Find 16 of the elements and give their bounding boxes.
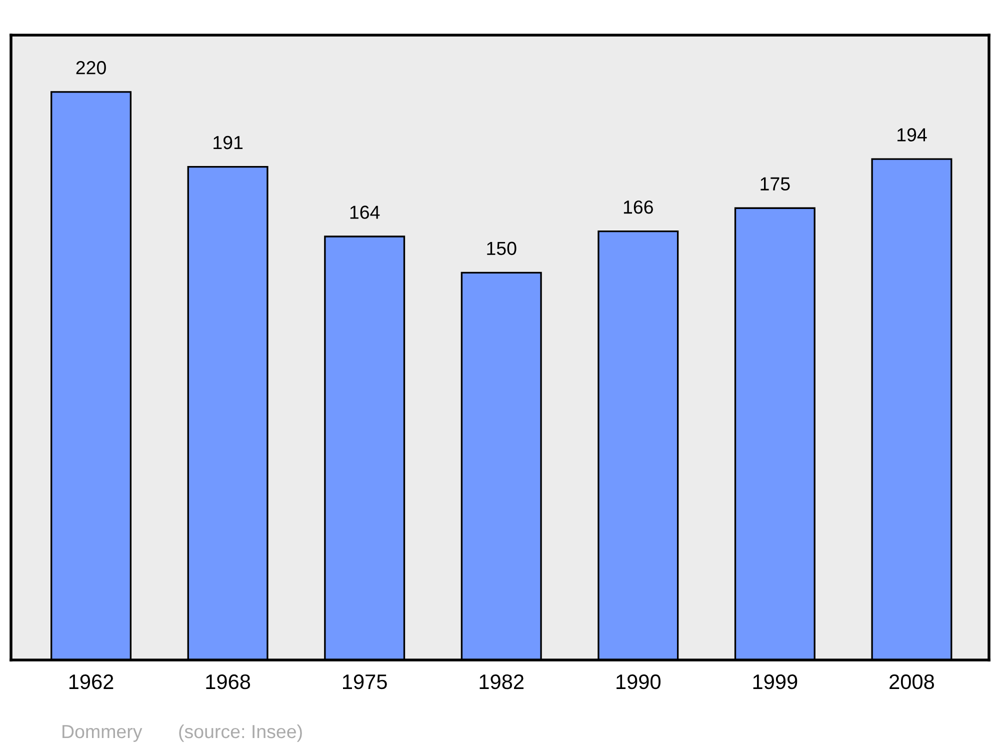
x-tick-label: 2008 — [890, 674, 934, 690]
data-label: 194 — [898, 128, 927, 142]
data-label: 175 — [760, 177, 790, 191]
data-label: 220 — [76, 61, 106, 74]
x-tick-label: 1999 — [753, 674, 798, 690]
text: (source: Insee) — [179, 724, 302, 742]
data-label: 166 — [624, 200, 653, 214]
x-tick-label: 1962 — [69, 674, 114, 690]
x-tick-label: 1975 — [343, 674, 387, 690]
data-label: 164 — [350, 206, 380, 219]
x-tick-label: 1982 — [480, 674, 524, 690]
data-label: 191 — [214, 136, 243, 150]
x-tick-label: 1968 — [206, 674, 250, 690]
text: Dommery — [62, 725, 142, 742]
data-label: 150 — [487, 242, 516, 256]
x-tick-label: 1990 — [616, 674, 661, 690]
